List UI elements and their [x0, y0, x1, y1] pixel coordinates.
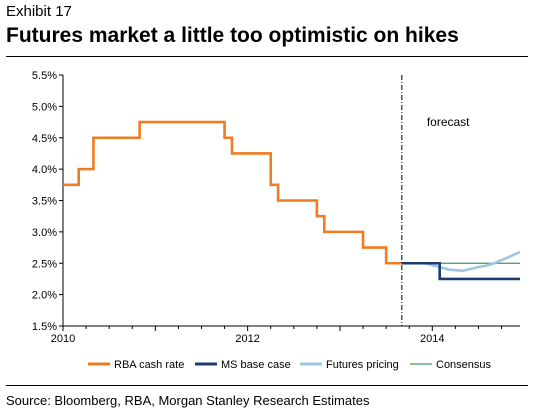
- y-tick-label: 5.0%: [32, 101, 57, 113]
- y-tick-label: 2.5%: [32, 258, 57, 270]
- chart-title: Futures market a little too optimistic o…: [6, 24, 459, 47]
- x-tick-label: 2012: [235, 333, 259, 345]
- forecast-label: forecast: [427, 115, 470, 129]
- legend-label-futures-pricing: Futures pricing: [326, 359, 399, 371]
- x-tick-label: 2010: [51, 333, 75, 345]
- top-rule: [6, 56, 528, 57]
- y-tick-label: 2.0%: [32, 290, 57, 302]
- bottom-rule: [6, 385, 528, 386]
- series-group: [63, 120, 521, 281]
- legend: RBA cash rate MS base case Futures pricing…: [88, 359, 492, 371]
- y-tick-label: 3.5%: [32, 196, 57, 208]
- legend-label-consensus: Consensus: [436, 359, 492, 371]
- chart-area: 1.5% 2.0% 2.5% 3.0% 3.5% 4.0% 4.5% 5.0% 5.5% 201…: [32, 70, 521, 371]
- exhibit-label: Exhibit 17: [6, 3, 72, 20]
- x-tick-label: 2014: [420, 333, 444, 345]
- y-axis: 1.5% 2.0% 2.5% 3.0% 3.5% 4.0% 4.5% 5.0% 5.5%: [32, 70, 63, 333]
- legend-label-rba-cash-rate: RBA cash rate: [114, 359, 184, 371]
- y-tick-label: 4.5%: [32, 133, 57, 145]
- series-ms-base-case: [401, 261, 520, 281]
- series-rba-cash-rate: [63, 120, 402, 265]
- y-tick-label: 5.5%: [32, 70, 57, 82]
- forecast-annotation: forecast: [401, 75, 470, 326]
- series-futures-pricing: [401, 250, 521, 273]
- y-tick-label: 3.0%: [32, 227, 57, 239]
- source-note: Source: Bloomberg, RBA, Morgan Stanley R…: [6, 393, 370, 408]
- y-tick-label: 4.0%: [32, 164, 57, 176]
- y-tick-label: 1.5%: [32, 321, 57, 333]
- x-axis: 2010 2012 2014: [51, 326, 503, 345]
- legend-label-ms-base-case: MS base case: [221, 359, 291, 371]
